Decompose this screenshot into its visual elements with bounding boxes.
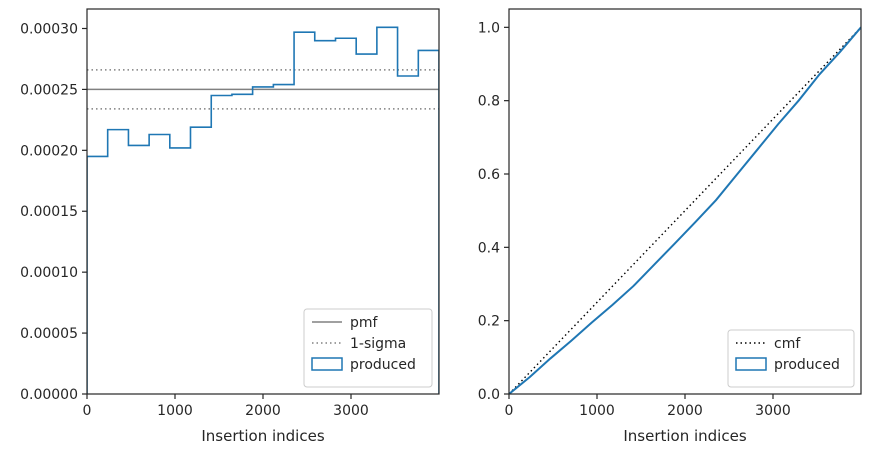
x-tick-label: 1000: [157, 403, 193, 419]
legend-label-pmf: pmf: [350, 315, 379, 331]
cmf-curve: [509, 26, 861, 394]
produced-curve: [509, 26, 861, 394]
right-chart-cmf: 0 1000 2000 3000 0.0 0.2 0.4 0.6 0.8 1.0 Insertion…: [478, 8, 862, 445]
y-tick-label: 0.00005: [20, 326, 78, 342]
y-tick-label: 0.8: [478, 94, 500, 110]
y-tick-label: 0.00015: [20, 204, 78, 220]
series-produced: [87, 26, 439, 394]
x-axis-label: Insertion indices: [623, 427, 746, 445]
x-tick-label: 1000: [579, 403, 615, 419]
legend-label-cmf: cmf: [774, 336, 801, 352]
legend-label-produced: produced: [774, 357, 840, 373]
legend-swatch-produced: [311, 357, 343, 371]
legend-label-1-sigma: 1-sigma: [350, 336, 406, 352]
legend-box: [303, 308, 433, 388]
y-tick-label: 0.00010: [20, 265, 78, 281]
legend-box: [727, 329, 855, 388]
y-tick-label: 0.0: [478, 387, 500, 403]
x-tick-label: 2000: [245, 403, 281, 419]
legend-swatch-produced: [735, 357, 767, 371]
y-tick-label: 0.00030: [20, 21, 78, 37]
x-tick-label: 0: [505, 403, 514, 419]
y-tick-label: 0.00025: [20, 82, 78, 98]
x-tick-label: 3000: [755, 403, 791, 419]
x-axis-label: Insertion indices: [201, 427, 324, 445]
x-tick-label: 3000: [333, 403, 369, 419]
y-tick-label: 0.00000: [20, 387, 78, 403]
series-1-sigma: [87, 69, 439, 110]
x-tick-label: 0: [83, 403, 92, 419]
legend: cmf produced: [727, 329, 855, 388]
y-tick-label: 0.4: [478, 240, 500, 256]
series-produced: [509, 26, 861, 394]
produced-step-histogram: [87, 26, 439, 394]
y-tick-label: 0.2: [478, 314, 500, 330]
plot-area: [87, 26, 439, 394]
y-tick-label: 0.00020: [20, 143, 78, 159]
x-tick-label: 2000: [667, 403, 703, 419]
plot-area: [509, 26, 861, 394]
left-chart-pmf: 0 1000 2000 3000 0.00000 0.00005 0.00010 0.0001…: [20, 8, 440, 445]
y-tick-label: 0.6: [478, 167, 500, 183]
legend: pmf 1-sigma produced: [303, 308, 433, 388]
y-tick-label: 1.0: [478, 20, 500, 36]
series-cmf: [509, 26, 861, 394]
legend-label-produced: produced: [350, 357, 416, 373]
